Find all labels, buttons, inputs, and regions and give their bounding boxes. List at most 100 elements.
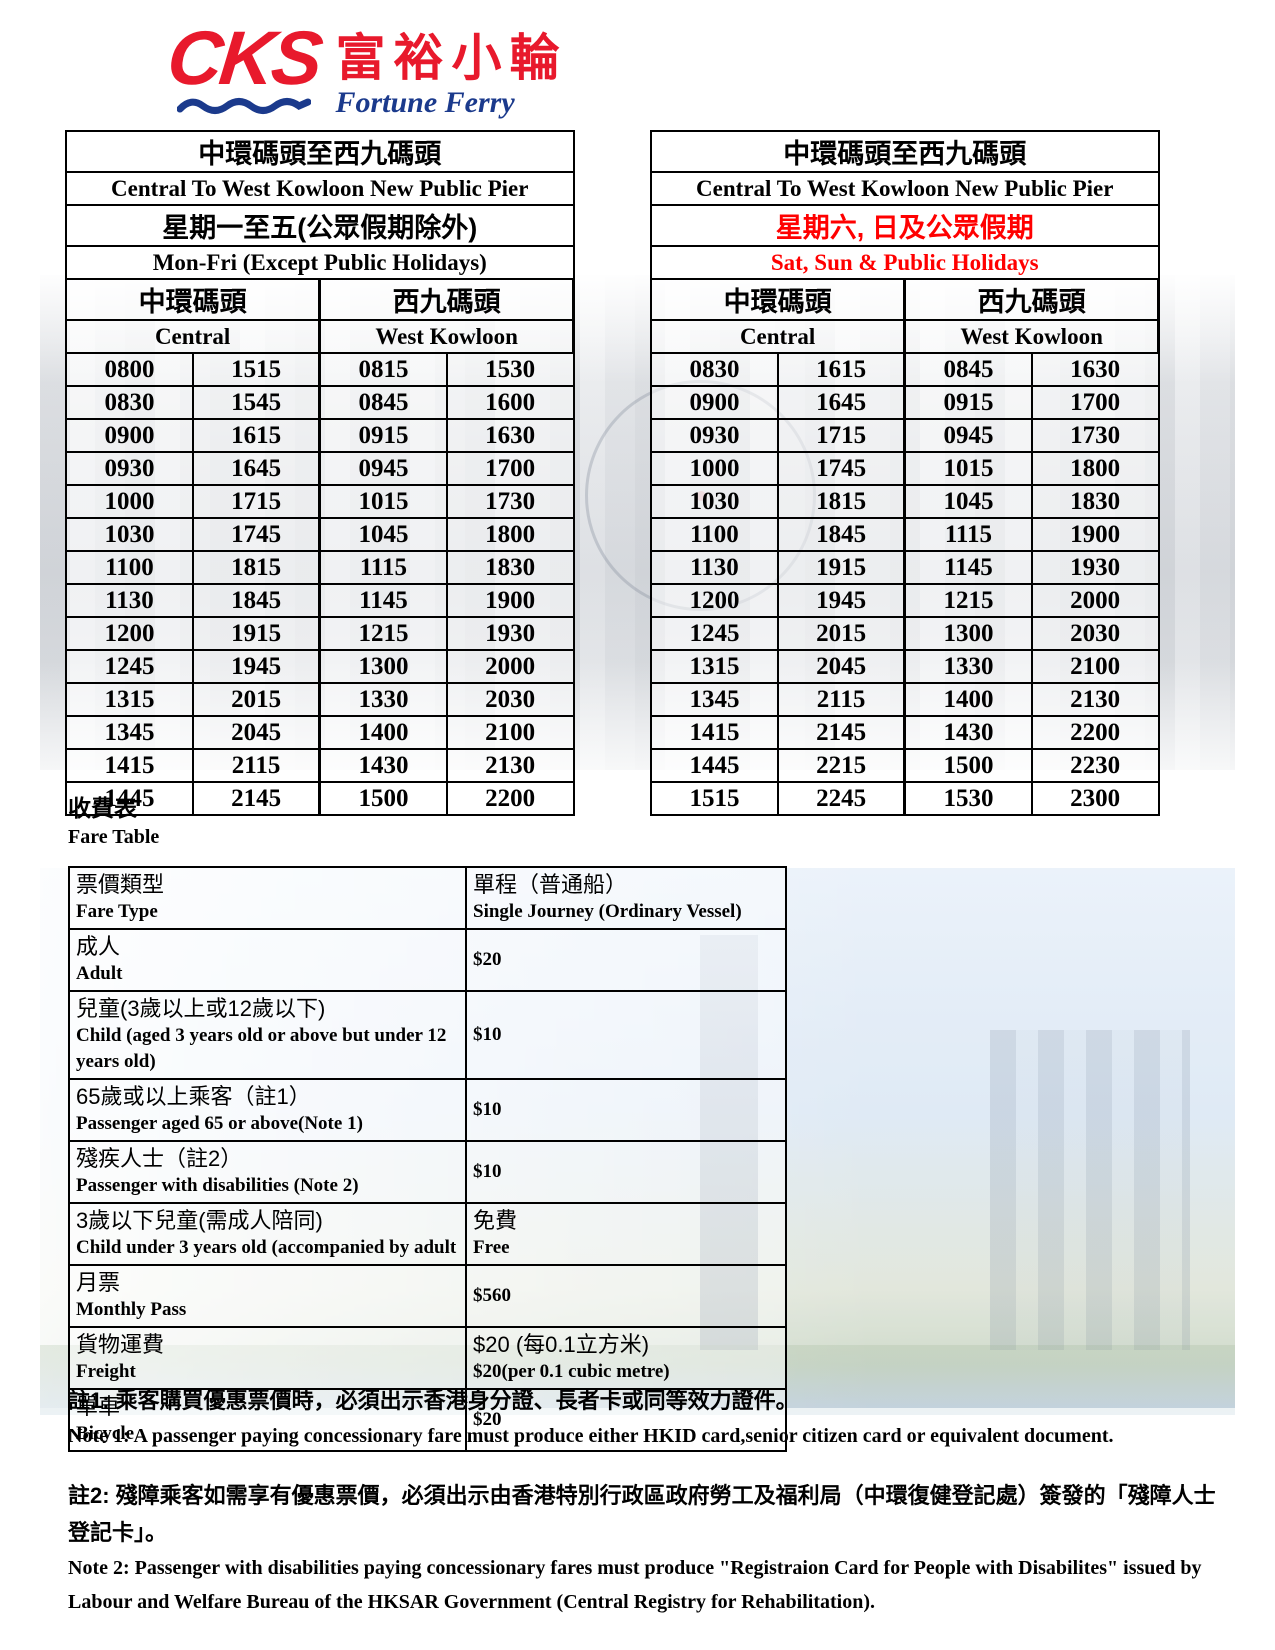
background-buildings <box>990 1030 1190 1350</box>
time-cell: 2100 <box>445 715 575 750</box>
fare-value: Free <box>473 1237 510 1258</box>
fare-value-header-en: Single Journey (Ordinary Vessel) <box>473 901 742 922</box>
fare-type-en: Adult <box>76 963 123 984</box>
fare-type-header-en: Fare Type <box>76 901 158 922</box>
timetable-row: 1030 1815 1045 1830 <box>650 484 1160 519</box>
fare-row: 成人 Adult $20 <box>68 928 787 992</box>
fare-value-cell: $20 <box>465 1388 787 1452</box>
time-cell: 0930 <box>650 418 779 453</box>
fare-type-cell: 兒童(3歲以上或12歲以下) Child (aged 3 years old or… <box>68 990 467 1080</box>
time-cell: 1930 <box>445 616 575 651</box>
timetable-row: 1345 2115 1400 2130 <box>650 682 1160 717</box>
timetable-row: 0830 1545 0845 1600 <box>65 385 575 420</box>
time-cell: 1430 <box>903 715 1033 750</box>
time-cell: 1100 <box>650 517 779 552</box>
fare-value: $20 <box>473 1409 502 1430</box>
time-cell: 1730 <box>445 484 575 519</box>
fare-value: $560 <box>473 1285 511 1306</box>
wave-icon <box>176 98 311 114</box>
time-cell: 2015 <box>191 682 322 717</box>
fare-type-zh: 月票 <box>76 1270 121 1295</box>
timetable-row: 1130 1915 1145 1930 <box>650 550 1160 585</box>
time-cell: 1945 <box>191 649 322 684</box>
time-cell: 0930 <box>65 451 194 486</box>
fare-type-cell: 65歲或以上乘客（註1） Passenger aged 65 or above(N… <box>68 1078 467 1142</box>
fare-type-en: Monthly Pass <box>76 1299 187 1320</box>
timetable-row: 1100 1845 1115 1900 <box>650 517 1160 552</box>
time-cell: 1115 <box>903 517 1033 552</box>
pier-to-zh: 西九碼頭 <box>318 278 575 321</box>
fare-type-cell: 3歲以下兒童(需成人陪同) Child under 3 years old (ac… <box>68 1202 467 1266</box>
time-cell: 2045 <box>191 715 322 750</box>
time-cell: 2030 <box>1030 616 1160 651</box>
timetable-row: 0830 1615 0845 1630 <box>650 352 1160 387</box>
time-cell: 2130 <box>1030 682 1160 717</box>
time-cell: 0900 <box>65 418 194 453</box>
time-cell: 1615 <box>191 418 322 453</box>
timetable-row: 0930 1715 0945 1730 <box>650 418 1160 453</box>
time-cell: 1100 <box>65 550 194 585</box>
time-cell: 1330 <box>318 682 448 717</box>
time-cell: 1530 <box>445 352 575 387</box>
time-cell: 2200 <box>1030 715 1160 750</box>
timetable-row: 1245 2015 1300 2030 <box>650 616 1160 651</box>
time-cell: 2115 <box>191 748 322 783</box>
weekday-times-body: 0800 1515 0815 1530 0830 1545 0845 1600 0900 1615… <box>65 352 575 816</box>
time-cell: 0830 <box>65 385 194 420</box>
fare-type-en: Child under 3 years old (accompanied by … <box>76 1237 457 1258</box>
time-cell: 1500 <box>903 748 1033 783</box>
time-cell: 2115 <box>776 682 907 717</box>
time-cell: 0915 <box>318 418 448 453</box>
time-cell: 1645 <box>776 385 907 420</box>
time-cell: 1245 <box>65 649 194 684</box>
time-cell: 0845 <box>318 385 448 420</box>
fare-value-header-cell: 單程（普通船） Single Journey (Ordinary Vessel) <box>465 866 787 930</box>
timetables-container: 中環碼頭至西九碼頭 Central To West Kowloon New Pu… <box>65 130 1160 816</box>
time-cell: 1200 <box>650 583 779 618</box>
timetable-row: 1030 1745 1045 1800 <box>65 517 575 552</box>
note-1-en: Note 1: A passenger paying concessionary… <box>68 1425 1114 1447</box>
time-cell: 2230 <box>1030 748 1160 783</box>
note-1: 註1: 乘客購買優惠票價時，必須出示香港身分證、長者卡或同等效力證件。 Note… <box>68 1382 1218 1453</box>
time-cell: 1300 <box>318 649 448 684</box>
time-cell: 1745 <box>776 451 907 486</box>
fare-type-zh: 殘疾人士（註2） <box>76 1146 243 1171</box>
fare-type-cell: 殘疾人士（註2） Passenger with disabilities (Not… <box>68 1140 467 1204</box>
time-cell: 0900 <box>650 385 779 420</box>
time-cell: 1000 <box>650 451 779 486</box>
time-cell: 1900 <box>445 583 575 618</box>
time-cell: 1600 <box>445 385 575 420</box>
fare-value: $20 (每0.1立方米) <box>473 1332 650 1357</box>
time-cell: 1330 <box>903 649 1033 684</box>
time-cell: 1515 <box>191 352 322 387</box>
time-cell: 1130 <box>65 583 194 618</box>
time-cell: 2030 <box>445 682 575 717</box>
time-cell: 2100 <box>1030 649 1160 684</box>
logo-cks-text: CKS <box>163 16 324 101</box>
fare-value-cell: $10 <box>465 1140 787 1204</box>
time-cell: 2245 <box>776 781 907 816</box>
time-cell: 2300 <box>1030 781 1160 816</box>
fare-type-en: Bicycle <box>76 1423 135 1444</box>
time-cell: 1215 <box>903 583 1033 618</box>
time-cell: 1045 <box>903 484 1033 519</box>
time-cell: 0830 <box>650 352 779 387</box>
time-cell: 0800 <box>65 352 194 387</box>
timetable-row: 1100 1815 1115 1830 <box>65 550 575 585</box>
timetable-row: 1200 1945 1215 2000 <box>650 583 1160 618</box>
time-cell: 1400 <box>318 715 448 750</box>
time-cell: 1445 <box>65 781 194 816</box>
pier-from-en: Central <box>65 319 322 354</box>
time-cell: 2145 <box>191 781 322 816</box>
time-cell: 1545 <box>191 385 322 420</box>
fare-section-heading: 收費表 Fare Table <box>68 793 159 851</box>
time-cell: 1245 <box>650 616 779 651</box>
fare-value: $10 <box>473 1024 502 1045</box>
timetable-row: 0800 1515 0815 1530 <box>65 352 575 387</box>
logo-name-block: 富裕小輪 Fortune Ferry <box>335 24 567 120</box>
time-cell: 1430 <box>318 748 448 783</box>
route-title-zh: 中環碼頭至西九碼頭 <box>650 130 1160 173</box>
note-2-zh: 註2: 殘障乘客如需享有優惠票價，必須出示由香港特別行政區政府勞工及福利局（中環… <box>68 1483 1216 1545</box>
fare-value: $10 <box>473 1099 502 1120</box>
route-title-en: Central To West Kowloon New Public Pier <box>65 171 575 206</box>
